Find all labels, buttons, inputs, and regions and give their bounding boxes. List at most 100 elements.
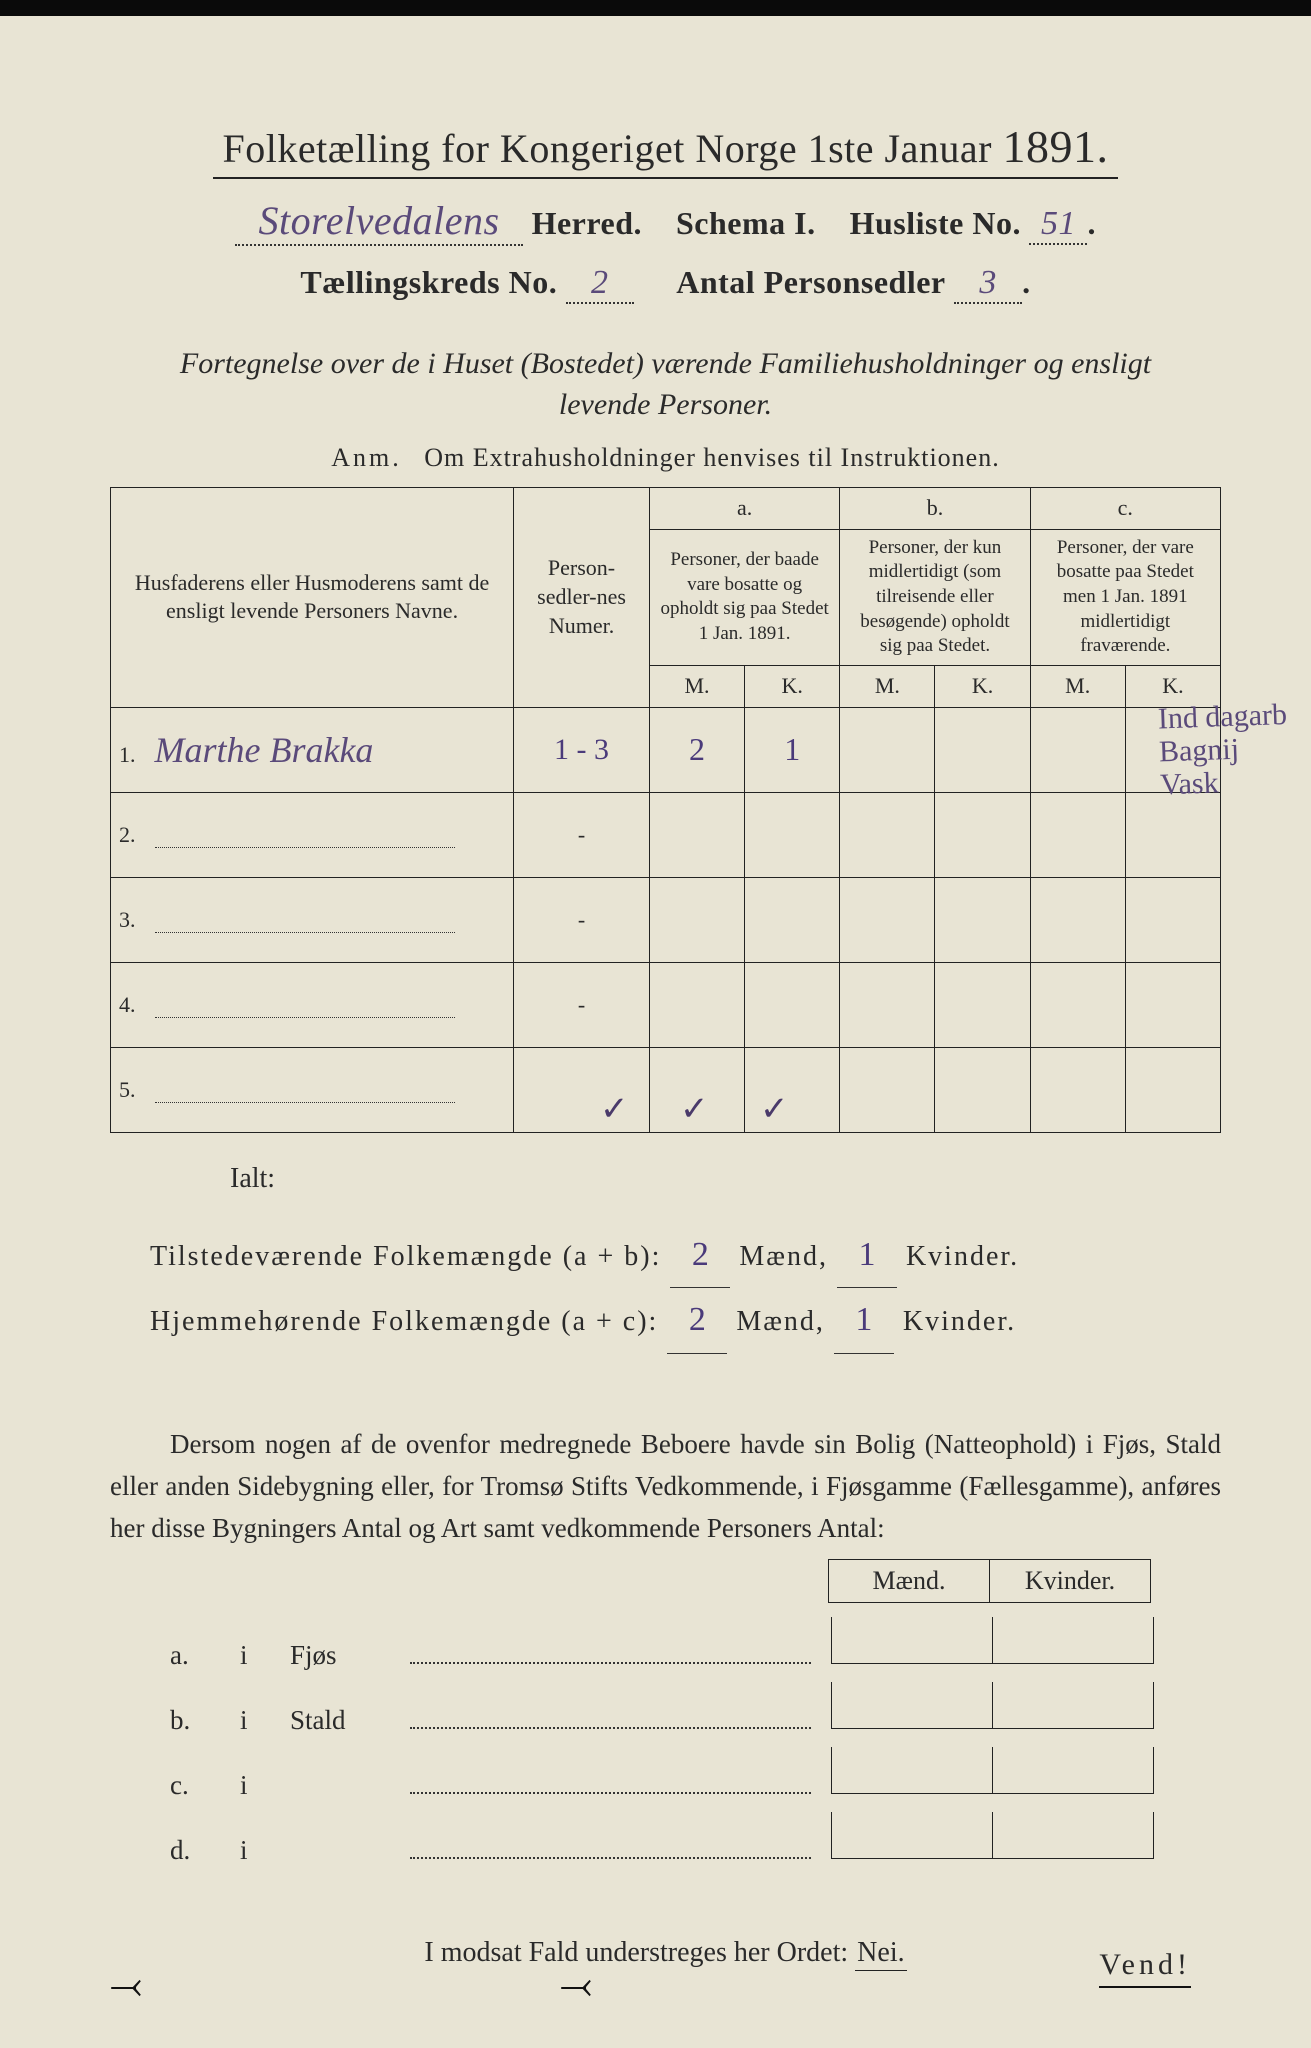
cell-aK: 1 — [745, 707, 840, 792]
row-num: 4. — [119, 992, 149, 1018]
tot1-k: 1 — [837, 1223, 897, 1289]
cell-k — [992, 1682, 1154, 1729]
subtitle-line1: Fortegnelse over de i Huset (Bostedet) v… — [180, 347, 1151, 380]
kvinder-label: Kvinder. — [903, 1306, 1016, 1337]
nei-text: I modsat Fald understreges her Ordet: — [424, 1937, 848, 1968]
dots — [410, 1839, 811, 1859]
antal-no: 3 — [954, 264, 1022, 304]
abcd-d-i: i — [240, 1823, 290, 1877]
abcd-b-lab: b. — [170, 1693, 240, 1747]
anm-text: Om Extrahusholdninger henvises til Instr… — [424, 443, 999, 472]
abcd-list: a. i Fjøs b. i Stald c. i d. i — [170, 1617, 1221, 1877]
cell-num: - — [514, 792, 650, 877]
abcd-c-lab: c. — [170, 1758, 240, 1812]
mk-m: Mænd. — [828, 1559, 989, 1603]
th-b-m: M. — [840, 666, 935, 708]
row-num: 1. — [119, 742, 149, 768]
cell-aK — [745, 1047, 840, 1132]
cell-cK — [1125, 1047, 1220, 1132]
tot1-label: Tilstedeværende Folkemængde (a + b): — [150, 1241, 661, 1272]
abcd-row-a: a. i Fjøs — [170, 1617, 1221, 1682]
cell-m — [831, 1617, 992, 1664]
anm-line: Anm. Om Extrahusholdninger henvises til … — [110, 443, 1221, 473]
check-icon: ✓ — [760, 1089, 789, 1129]
herred-label: Herred. — [532, 205, 642, 241]
abcd-c-i: i — [240, 1758, 290, 1812]
cell-aK — [745, 792, 840, 877]
abcd-a-i: i — [240, 1628, 290, 1682]
th-a: Personer, der baade vare bosatte og opho… — [649, 529, 839, 665]
totals-line-2: Hjemmehørende Folkemængde (a + c): 2 Mæn… — [150, 1288, 1221, 1354]
cell-bM — [840, 877, 935, 962]
nei-word: Nei. — [855, 1937, 906, 1971]
antal-label: Antal Personsedler — [676, 264, 945, 300]
th-c-top: c. — [1030, 488, 1220, 530]
table-body: 1. Marthe Brakka 1 - 3 2 1 2. - 3. — [111, 707, 1221, 1132]
th-a-m: M. — [649, 666, 744, 708]
row-num: 3. — [119, 907, 149, 933]
kreds-no: 2 — [566, 264, 634, 304]
census-form-page: { "header": { "title_prefix": "Folketæll… — [0, 0, 1311, 2048]
form-header: Folketælling for Kongeriget Norge 1ste J… — [110, 120, 1221, 304]
th-name: Husfaderens eller Husmoderens samt de en… — [111, 488, 514, 708]
table-row: 1. Marthe Brakka 1 - 3 2 1 — [111, 707, 1221, 792]
mk-k: Kvinder. — [989, 1559, 1151, 1603]
cell-k — [992, 1812, 1154, 1859]
th-b-top: b. — [840, 488, 1030, 530]
row-num: 5. — [119, 1077, 149, 1103]
maend-label: Mænd, — [739, 1241, 828, 1272]
title-prefix: Folketælling for Kongeriget Norge 1ste J… — [223, 126, 992, 171]
cell-bM — [840, 1047, 935, 1132]
header-line-3: Tællingskreds No. 2 Antal Personsedler 3… — [110, 264, 1221, 304]
th-b: Personer, der kun midlertidigt (som tilr… — [840, 529, 1030, 665]
cell-bM — [840, 792, 935, 877]
table-row: 4. - — [111, 962, 1221, 1047]
cell-num — [514, 1047, 650, 1132]
tot2-label: Hjemmehørende Folkemængde (a + c): — [150, 1306, 658, 1337]
cell-aM — [649, 792, 744, 877]
tot2-m: 2 — [667, 1288, 727, 1354]
check-icon: ✓ — [600, 1089, 629, 1129]
totals-block: Tilstedeværende Folkemængde (a + b): 2 M… — [150, 1223, 1221, 1354]
cell-aK — [745, 877, 840, 962]
anm-prefix: Anm. — [331, 443, 402, 472]
header-line-2: Storelvedalens Herred. Schema I. Huslist… — [110, 197, 1221, 246]
tot1-m: 2 — [670, 1223, 730, 1289]
abcd-row-c: c. i — [170, 1747, 1221, 1812]
cell-bK — [935, 877, 1030, 962]
cell-aK — [745, 962, 840, 1047]
cell-bK — [935, 962, 1030, 1047]
cell-cM — [1030, 707, 1125, 792]
abcd-a-lab: a. — [170, 1628, 240, 1682]
maend-label: Mænd, — [736, 1306, 825, 1337]
abcd-d-lab: d. — [170, 1823, 240, 1877]
cell-bM — [840, 707, 935, 792]
herred-handwritten: Storelvedalens — [235, 197, 523, 246]
cell-num: - — [514, 962, 650, 1047]
vend-label: Vend! — [1099, 1948, 1191, 1988]
cell-bM — [840, 962, 935, 1047]
cell-k — [992, 1747, 1154, 1794]
row-num: 2. — [119, 822, 149, 848]
kreds-label: Tællingskreds No. — [300, 264, 557, 300]
check-icon: ✓ — [680, 1089, 709, 1129]
cell-cK — [1125, 962, 1220, 1047]
subtitle-line2: levende Personer. — [559, 388, 772, 421]
cell-cK — [1125, 877, 1220, 962]
abcd-a-word: Fjøs — [290, 1628, 410, 1682]
husliste-no: 51 — [1029, 205, 1087, 245]
cell-cK — [1125, 792, 1220, 877]
paragraph: Dersom nogen af de ovenfor medregnede Be… — [110, 1424, 1221, 1550]
totals-line-1: Tilstedeværende Folkemængde (a + b): 2 M… — [150, 1223, 1221, 1289]
cell-cM — [1030, 877, 1125, 962]
subtitle: Fortegnelse over de i Huset (Bostedet) v… — [110, 344, 1221, 425]
schema-label: Schema I. — [676, 205, 816, 241]
title-year: 1891. — [1002, 121, 1108, 172]
ialt-label: Ialt: — [230, 1163, 1221, 1195]
cell-bK — [935, 1047, 1030, 1132]
table-row: 2. - — [111, 792, 1221, 877]
cell-k — [992, 1617, 1154, 1664]
abcd-b-i: i — [240, 1693, 290, 1747]
mk-header: Mænd. Kvinder. — [110, 1559, 1221, 1603]
table-row: 3. - — [111, 877, 1221, 962]
